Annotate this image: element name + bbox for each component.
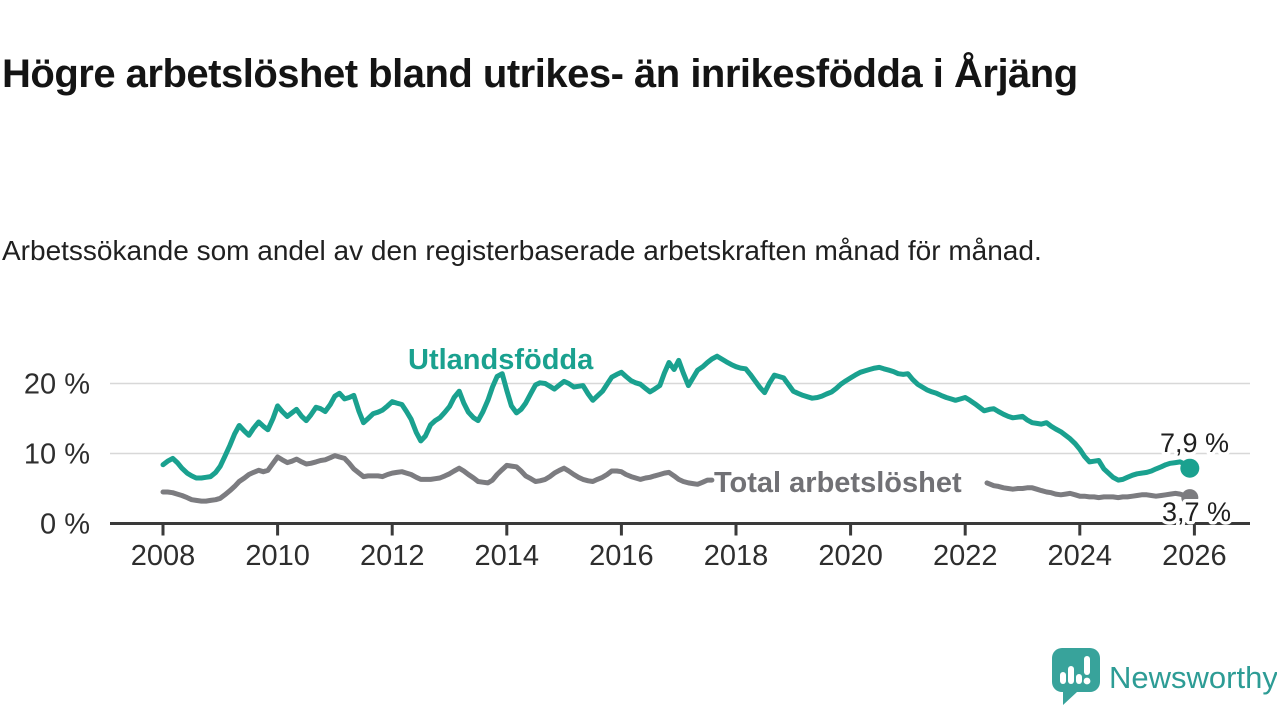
- gridlines: 0 % 10 % 20 %: [24, 369, 1250, 541]
- newsworthy-logo-text: Newsworthy: [1109, 660, 1277, 695]
- series-label-utlandsfodda: Utlandsfödda: [408, 344, 594, 376]
- newsworthy-logo[interactable]: Newsworthy: [1047, 644, 1277, 710]
- end-value-utlandsfodda: 7,9 %: [1160, 428, 1229, 458]
- end-dot-total: [1181, 489, 1199, 507]
- x-tick-label: 2012: [360, 540, 425, 572]
- x-tick-label: 2014: [475, 540, 540, 572]
- x-tick-label: 2016: [589, 540, 654, 572]
- x-tick-label: 2010: [245, 540, 310, 572]
- end-value-total: 3,7 %: [1162, 497, 1231, 527]
- line-utlandsfodda: [160, 353, 1193, 483]
- series-label-total: Total arbetslöshet: [714, 467, 962, 499]
- y-tick-label: 0 %: [40, 509, 90, 541]
- x-tick-label: 2022: [933, 540, 998, 572]
- data-lines: [160, 353, 1200, 507]
- page-title: Högre arbetslöshet bland utrikes- än inr…: [2, 51, 1078, 96]
- x-tick-label: 2026: [1162, 540, 1227, 572]
- x-axis: 2008 2010 2012 2014 2016 2018 2020 2022 2024 2026: [110, 522, 1250, 572]
- line-total-arbetsloshet: [984, 480, 1193, 501]
- newsworthy-logo-icon: [1052, 648, 1100, 705]
- x-tick-label: 2008: [131, 540, 196, 572]
- y-tick-label: 10 %: [24, 439, 90, 471]
- end-dot-utlandsfodda: [1180, 458, 1200, 478]
- chart-subtitle: Arbetssökande som andel av den registerb…: [2, 235, 1042, 266]
- line-total-arbetsloshet: [160, 453, 715, 504]
- x-tick-label: 2020: [818, 540, 883, 572]
- x-tick-label: 2018: [704, 540, 769, 572]
- x-tick-label: 2024: [1048, 540, 1113, 572]
- y-tick-label: 20 %: [24, 369, 90, 401]
